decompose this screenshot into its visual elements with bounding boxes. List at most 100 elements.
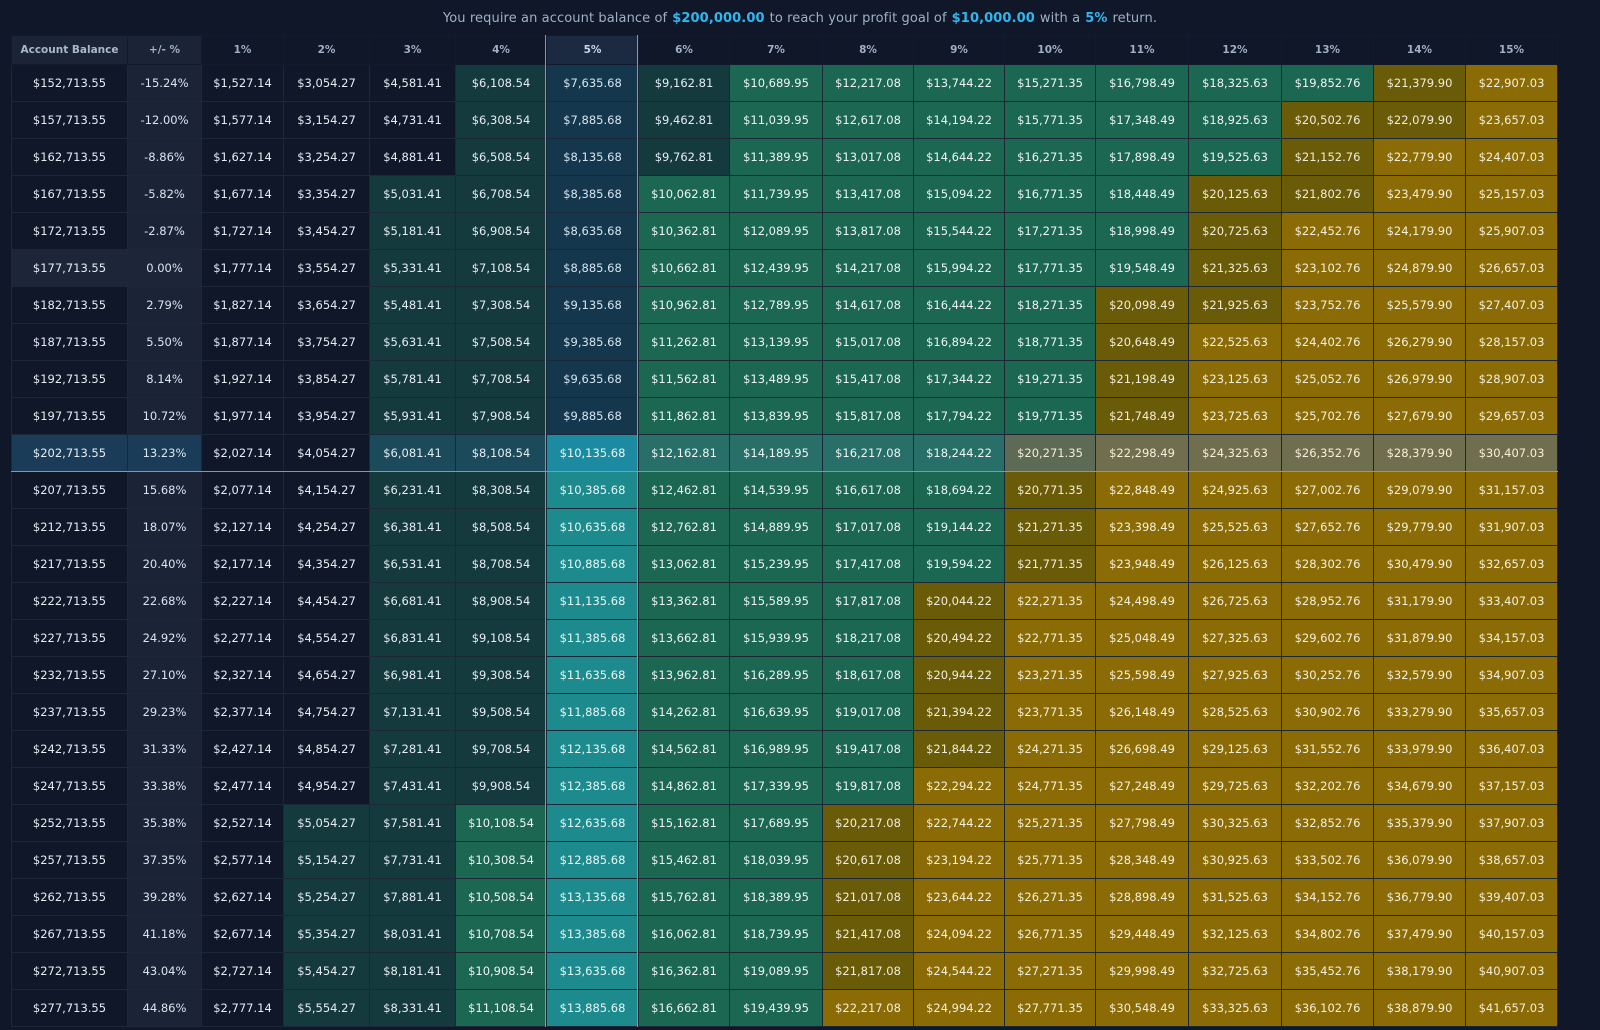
table-row[interactable]: $167,713.55 -5.82% $1,677.14 $3,354.27 $5,03… <box>11 175 1558 213</box>
column-header-rate[interactable]: 9% <box>913 35 1005 65</box>
cell-change-percent: 20.40% <box>127 545 202 583</box>
cell-profit: $29,448.49 <box>1095 915 1189 953</box>
table-row[interactable]: $252,713.55 35.38% $2,527.14 $5,054.27 $7,58… <box>11 804 1558 842</box>
table-row[interactable]: $247,713.55 33.38% $2,477.14 $4,954.27 $7,43… <box>11 767 1558 805</box>
cell-profit: $27,002.76 <box>1281 471 1374 509</box>
cell-profit: $19,017.08 <box>822 693 914 731</box>
cell-profit: $20,271.35 <box>1004 434 1096 472</box>
table-row[interactable]: $217,713.55 20.40% $2,177.14 $4,354.27 $6,53… <box>11 545 1558 583</box>
cell-profit: $11,862.81 <box>638 397 730 435</box>
cell-account-balance: $167,713.55 <box>11 175 128 213</box>
table-row[interactable]: $162,713.55 -8.86% $1,627.14 $3,254.27 $4,88… <box>11 138 1558 176</box>
column-header-rate[interactable]: 11% <box>1095 35 1189 65</box>
cell-profit: $16,798.49 <box>1095 64 1189 102</box>
column-header-rate[interactable]: 4% <box>455 35 547 65</box>
cell-profit: $18,271.35 <box>1004 286 1096 324</box>
table-row[interactable]: $197,713.55 10.72% $1,977.14 $3,954.27 $5,93… <box>11 397 1558 435</box>
cell-account-balance: $247,713.55 <box>11 767 128 805</box>
cell-profit: $10,062.81 <box>638 175 730 213</box>
table-row[interactable]: $192,713.55 8.14% $1,927.14 $3,854.27 $5,781… <box>11 360 1558 398</box>
cell-profit: $2,177.14 <box>201 545 284 583</box>
cell-profit: $2,777.14 <box>201 989 284 1027</box>
table-row[interactable]: $257,713.55 37.35% $2,577.14 $5,154.27 $7,73… <box>11 841 1558 879</box>
cell-profit: $28,302.76 <box>1281 545 1374 583</box>
table-row[interactable]: $152,713.55 -15.24% $1,527.14 $3,054.27 $4,5… <box>11 64 1558 102</box>
cell-profit: $1,777.14 <box>201 249 284 287</box>
goal-summary: You require an account balance of $200,0… <box>0 0 1600 36</box>
table-row[interactable]: $182,713.55 2.79% $1,827.14 $3,654.27 $5,481… <box>11 286 1558 324</box>
cell-account-balance: $207,713.55 <box>11 471 128 509</box>
table-row[interactable]: $202,713.55 13.23% $2,027.14 $4,054.27 $6,08… <box>11 434 1558 472</box>
table-row[interactable]: $267,713.55 41.18% $2,677.14 $5,354.27 $8,03… <box>11 915 1558 953</box>
column-header-rate[interactable]: 3% <box>369 35 456 65</box>
table-row[interactable]: $237,713.55 29.23% $2,377.14 $4,754.27 $7,13… <box>11 693 1558 731</box>
table-row[interactable]: $242,713.55 31.33% $2,427.14 $4,854.27 $7,28… <box>11 730 1558 768</box>
table-row[interactable]: $227,713.55 24.92% $2,277.14 $4,554.27 $6,83… <box>11 619 1558 657</box>
cell-profit: $13,817.08 <box>822 212 914 250</box>
cell-profit: $6,981.41 <box>369 656 456 694</box>
cell-profit: $24,094.22 <box>913 915 1005 953</box>
cell-profit: $10,962.81 <box>638 286 730 324</box>
cell-profit: $3,654.27 <box>283 286 370 324</box>
column-header-rate[interactable]: 2% <box>283 35 370 65</box>
cell-profit: $25,579.90 <box>1373 286 1466 324</box>
cell-profit: $32,852.76 <box>1281 804 1374 842</box>
column-header-rate[interactable]: 10% <box>1004 35 1096 65</box>
table-row[interactable]: $177,713.55 0.00% $1,777.14 $3,554.27 $5,331… <box>11 249 1558 287</box>
cell-change-percent: 37.35% <box>127 841 202 879</box>
cell-profit: $2,127.14 <box>201 508 284 546</box>
cell-profit: $4,254.27 <box>283 508 370 546</box>
cell-profit: $3,054.27 <box>283 64 370 102</box>
column-header-rate[interactable]: 5% <box>546 35 639 65</box>
cell-profit: $17,271.35 <box>1004 212 1096 250</box>
cell-profit: $8,308.54 <box>455 471 547 509</box>
cell-profit: $12,635.68 <box>546 804 639 842</box>
table-row[interactable]: $222,713.55 22.68% $2,227.14 $4,454.27 $6,68… <box>11 582 1558 620</box>
column-header-rate[interactable]: 15% <box>1465 35 1558 65</box>
column-header-rate[interactable]: 12% <box>1188 35 1282 65</box>
cell-change-percent: 33.38% <box>127 767 202 805</box>
cell-profit: $25,525.63 <box>1188 508 1282 546</box>
cell-profit: $18,244.22 <box>913 434 1005 472</box>
cell-profit: $22,217.08 <box>822 989 914 1027</box>
cell-profit: $20,617.08 <box>822 841 914 879</box>
table-row[interactable]: $172,713.55 -2.87% $1,727.14 $3,454.27 $5,18… <box>11 212 1558 250</box>
cell-profit: $4,054.27 <box>283 434 370 472</box>
cell-profit: $19,439.95 <box>729 989 823 1027</box>
cell-profit: $37,479.90 <box>1373 915 1466 953</box>
column-header-change[interactable]: +/- % <box>127 35 202 65</box>
column-header-rate[interactable]: 14% <box>1373 35 1466 65</box>
table-row[interactable]: $232,713.55 27.10% $2,327.14 $4,654.27 $6,98… <box>11 656 1558 694</box>
cell-profit: $6,508.54 <box>455 138 547 176</box>
cell-change-percent: -2.87% <box>127 212 202 250</box>
column-header-rate[interactable]: 7% <box>729 35 823 65</box>
cell-profit: $2,277.14 <box>201 619 284 657</box>
cell-profit: $4,954.27 <box>283 767 370 805</box>
cell-profit: $11,135.68 <box>546 582 639 620</box>
required-balance: $200,000.00 <box>672 10 765 26</box>
table-row[interactable]: $212,713.55 18.07% $2,127.14 $4,254.27 $6,38… <box>11 508 1558 546</box>
table-row[interactable]: $207,713.55 15.68% $2,077.14 $4,154.27 $6,23… <box>11 471 1558 509</box>
cell-profit: $15,771.35 <box>1004 101 1096 139</box>
return-rate: 5% <box>1085 10 1108 26</box>
table-row[interactable]: $272,713.55 43.04% $2,727.14 $5,454.27 $8,18… <box>11 952 1558 990</box>
cell-profit: $22,525.63 <box>1188 323 1282 361</box>
cell-profit: $32,202.76 <box>1281 767 1374 805</box>
table-row[interactable]: $157,713.55 -12.00% $1,577.14 $3,154.27 $4,7… <box>11 101 1558 139</box>
column-header-rate[interactable]: 13% <box>1281 35 1374 65</box>
cell-profit: $1,527.14 <box>201 64 284 102</box>
cell-profit: $23,752.76 <box>1281 286 1374 324</box>
column-header-rate[interactable]: 8% <box>822 35 914 65</box>
table-row[interactable]: $262,713.55 39.28% $2,627.14 $5,254.27 $7,88… <box>11 878 1558 916</box>
cell-profit: $10,708.54 <box>455 915 547 953</box>
column-header-rate[interactable]: 1% <box>201 35 284 65</box>
column-header-rate[interactable]: 6% <box>638 35 730 65</box>
table-row[interactable]: $187,713.55 5.50% $1,877.14 $3,754.27 $5,631… <box>11 323 1558 361</box>
cell-profit: $19,089.95 <box>729 952 823 990</box>
column-header-account-balance[interactable]: Account Balance <box>11 35 128 65</box>
cell-profit: $15,239.95 <box>729 545 823 583</box>
cell-change-percent: 39.28% <box>127 878 202 916</box>
table-row[interactable]: $277,713.55 44.86% $2,777.14 $5,554.27 $8,33… <box>11 989 1558 1027</box>
cell-profit: $11,635.68 <box>546 656 639 694</box>
cell-profit: $27,679.90 <box>1373 397 1466 435</box>
